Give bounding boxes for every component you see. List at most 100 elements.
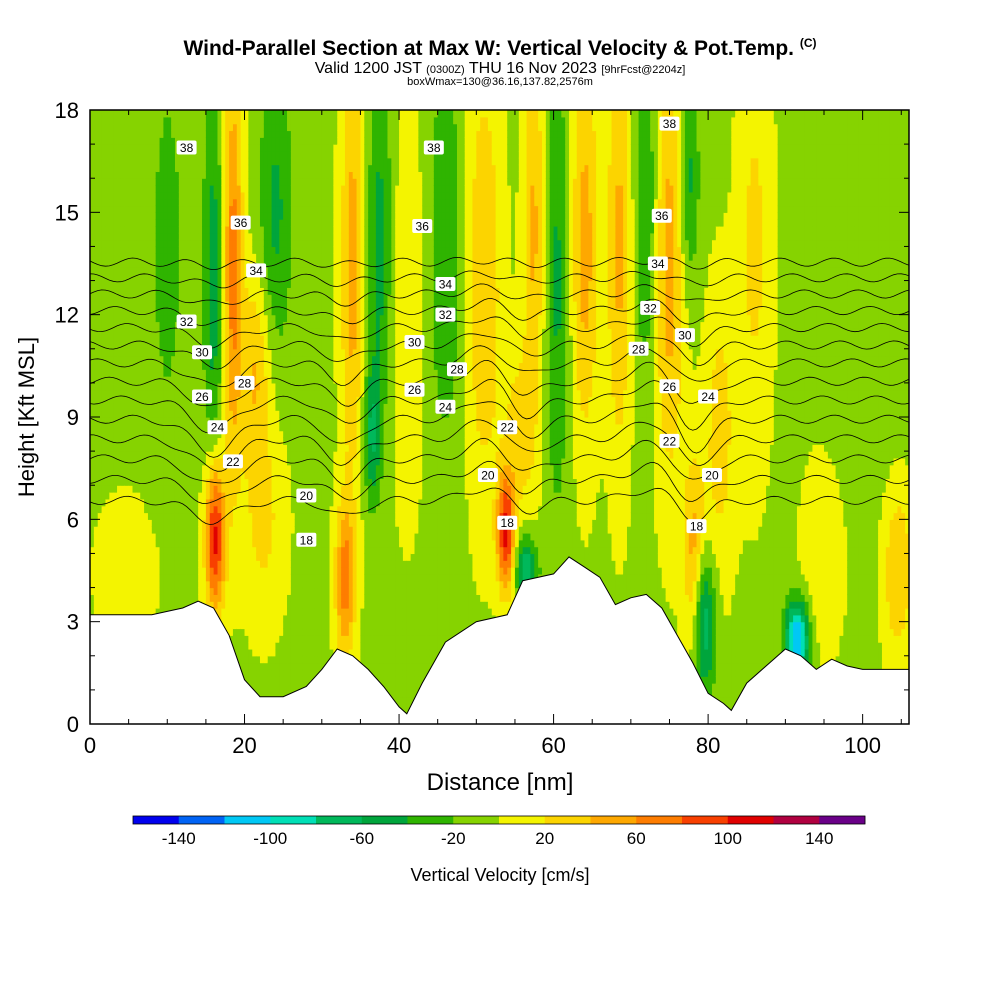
w-cell [232,492,238,500]
w-cell [171,137,176,145]
w-cell [259,662,265,671]
w-cell [190,171,195,179]
w-cell [225,382,230,391]
w-cell [329,239,334,248]
w-cell [120,492,126,500]
w-cell [182,164,188,172]
w-cell [93,526,99,534]
w-cell [298,198,304,207]
w-cell [209,307,215,316]
w-cell [124,185,130,193]
w-cell [202,573,207,582]
w-cell [248,553,253,561]
w-cell [190,362,195,370]
w-cell [101,457,107,466]
w-cell [124,150,130,159]
w-cell [225,403,230,411]
w-cell [163,157,168,166]
w-cell [252,621,257,630]
w-cell [144,526,149,534]
w-cell [290,219,296,227]
w-cell [147,116,153,125]
w-cell [178,260,184,268]
w-cell [144,601,149,609]
w-cell [240,301,246,309]
w-cell [225,185,230,193]
w-cell [244,526,249,534]
w-cell [205,437,211,445]
w-cell [244,423,249,432]
w-cell [140,471,145,479]
w-cell [109,287,114,295]
w-cell [151,225,157,234]
w-cell [194,123,199,132]
w-cell [167,512,172,520]
w-cell [232,164,238,172]
w-cell [159,137,164,145]
w-cell [136,110,141,118]
w-cell [302,266,307,275]
w-cell [263,539,269,548]
w-cell [213,130,219,138]
w-cell [217,130,222,138]
w-cell [209,253,215,261]
w-cell [275,526,280,534]
w-cell [252,628,257,636]
w-cell [136,239,141,248]
w-cell [132,471,137,479]
w-cell [225,246,230,254]
w-cell [120,382,126,391]
w-cell [302,287,307,295]
w-cell [147,280,153,288]
w-cell [256,676,261,684]
w-cell [163,294,168,302]
w-cell [271,355,277,364]
w-cell [182,505,188,514]
w-cell [267,205,273,213]
w-cell [90,294,95,302]
w-cell [314,239,319,248]
w-cell [263,423,269,432]
w-cell [113,137,118,145]
w-cell [283,137,288,145]
w-cell [151,437,157,445]
w-cell [271,239,277,248]
w-cell [209,512,215,520]
w-cell [213,553,219,561]
w-cell [298,246,304,254]
w-cell [302,655,307,664]
w-cell [275,225,280,234]
w-cell [113,150,118,159]
w-cell [151,526,157,534]
w-cell [259,171,265,179]
w-cell [240,110,246,118]
w-cell [298,444,304,452]
w-cell [317,560,323,568]
w-cell [120,219,126,227]
w-cell [140,594,145,602]
w-cell [306,294,311,302]
w-cell [221,266,226,275]
w-cell [101,191,107,200]
w-cell [202,294,207,302]
w-cell [178,546,184,555]
w-cell [298,301,304,309]
w-cell [194,110,199,118]
w-cell [194,246,199,254]
w-cell [128,498,134,507]
w-cell [248,150,253,159]
w-cell [229,628,234,636]
w-cell [217,246,222,254]
w-cell [298,341,304,350]
w-cell [163,219,168,227]
w-cell [252,287,257,295]
w-cell [217,512,222,520]
w-cell [298,294,304,302]
w-cell [329,260,334,268]
w-cell [267,485,273,493]
w-cell [290,178,296,186]
w-cell [229,389,234,398]
w-cell [93,567,99,575]
w-cell [163,123,168,132]
w-cell [136,601,141,609]
